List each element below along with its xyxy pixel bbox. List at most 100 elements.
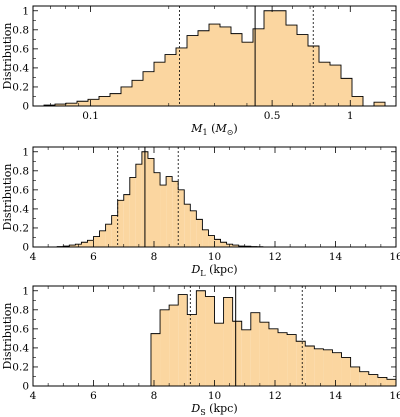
histogram-bars bbox=[57, 151, 263, 247]
x-tick-label: 12 bbox=[268, 390, 281, 402]
histogram-bar bbox=[330, 65, 341, 106]
axes-frame bbox=[32, 146, 397, 248]
y-tick-label: 0.6 bbox=[12, 43, 29, 55]
y-tick-label: 1 bbox=[22, 285, 29, 297]
histogram-bar bbox=[99, 230, 106, 247]
x-tick-label: 10 bbox=[208, 390, 221, 402]
histogram-bar bbox=[223, 297, 233, 386]
histogram-bar bbox=[55, 104, 66, 106]
histogram-bar bbox=[209, 24, 220, 106]
x-tick-label: 14 bbox=[329, 390, 343, 402]
histogram-bar bbox=[231, 33, 242, 106]
x-tick-label: 10 bbox=[208, 251, 221, 263]
histogram-bar bbox=[105, 224, 112, 247]
histogram-bar bbox=[81, 242, 88, 247]
histogram-bars bbox=[150, 290, 396, 386]
x-tick-label: 1 bbox=[347, 110, 354, 122]
histogram-bar bbox=[214, 323, 224, 386]
histogram-bar bbox=[88, 99, 99, 106]
histogram-bar bbox=[150, 333, 161, 386]
y-axis-label: Distribution bbox=[1, 23, 14, 90]
histogram-outline bbox=[150, 290, 397, 386]
histogram-bar bbox=[359, 371, 369, 386]
y-tick-label: 0 bbox=[22, 381, 29, 393]
histogram-bar bbox=[117, 200, 124, 247]
x-tick-label: 0.5 bbox=[264, 110, 281, 122]
histogram-bar bbox=[341, 357, 351, 386]
histogram-bar bbox=[93, 236, 100, 247]
x-tick-label: 8 bbox=[151, 251, 158, 263]
histogram-bar bbox=[214, 239, 221, 247]
histogram-bar bbox=[232, 321, 242, 386]
histogram-bar bbox=[129, 177, 136, 247]
histogram-bar bbox=[187, 314, 197, 386]
x-tick-label: 16 bbox=[389, 390, 400, 402]
x-tick-label: 6 bbox=[90, 251, 97, 263]
y-tick-label: 1 bbox=[22, 146, 29, 158]
histogram-bar bbox=[208, 235, 215, 247]
histogram-bar bbox=[143, 71, 154, 106]
y-tick-label: 0 bbox=[22, 101, 29, 113]
histogram-bar bbox=[132, 80, 143, 106]
histogram-bar bbox=[178, 294, 188, 386]
x-tick-label: 4 bbox=[30, 390, 37, 402]
y-axis-label: Distribution bbox=[1, 164, 14, 231]
x-axis-label: M1 (M⊙) bbox=[190, 122, 237, 137]
x-tick-label: 6 bbox=[90, 390, 97, 402]
histogram-bar bbox=[187, 35, 198, 106]
histogram-bar bbox=[66, 103, 77, 106]
histogram-bar bbox=[196, 290, 206, 386]
y-tick-label: 0.8 bbox=[12, 24, 29, 36]
histogram-bar bbox=[110, 93, 121, 106]
histogram-bar bbox=[165, 54, 176, 106]
y-tick-label: 0.4 bbox=[12, 62, 29, 74]
histogram-bar bbox=[268, 328, 279, 386]
histogram-bar bbox=[374, 102, 385, 106]
histogram-bar bbox=[332, 352, 342, 386]
y-tick-label: 0.2 bbox=[12, 81, 29, 93]
histogram-bar bbox=[264, 10, 275, 107]
histogram-bar bbox=[323, 349, 333, 386]
histogram-outline bbox=[33, 10, 396, 107]
y-tick-label: 0.8 bbox=[12, 165, 29, 177]
histogram-bar bbox=[386, 379, 396, 386]
y-tick-label: 1 bbox=[22, 5, 29, 17]
histogram-bar bbox=[121, 86, 132, 106]
histogram-bar bbox=[99, 96, 110, 106]
histogram-bar bbox=[232, 245, 239, 247]
x-axis-label: DL (kpc) bbox=[190, 263, 237, 278]
histogram-bar bbox=[123, 194, 130, 247]
histogram-bar bbox=[77, 101, 88, 106]
histogram-bar bbox=[154, 172, 161, 247]
x-tick-label: 12 bbox=[268, 251, 281, 263]
y-axis-label: Distribution bbox=[1, 303, 14, 370]
histogram-bar bbox=[297, 34, 308, 107]
panel-1: 0 0.2 0.4 0.6 0.8 1 0.1 0.5 1 Distribution M1 (M⊙) bbox=[1, 5, 397, 137]
histogram-bar bbox=[111, 215, 118, 247]
histogram-bar bbox=[166, 176, 173, 247]
histogram-bar bbox=[259, 322, 269, 386]
y-tick-label: 0 bbox=[22, 242, 29, 254]
x-tick-label: 8 bbox=[151, 390, 158, 402]
histogram-bar bbox=[350, 366, 360, 386]
histogram-bar bbox=[69, 245, 76, 247]
histogram-bar bbox=[198, 30, 209, 107]
histogram-bar bbox=[287, 334, 297, 386]
histogram-bar bbox=[319, 62, 330, 106]
y-tick-label: 0.6 bbox=[12, 184, 29, 196]
histogram-bar bbox=[220, 26, 231, 107]
x-axis-label: DS (kpc) bbox=[190, 402, 237, 417]
x-tick-label: 4 bbox=[30, 251, 37, 263]
histogram-bar bbox=[178, 189, 185, 247]
histogram-bar bbox=[286, 25, 297, 106]
histogram-bar bbox=[169, 305, 179, 386]
histogram-bar bbox=[135, 164, 142, 247]
y-tick-label: 0.4 bbox=[12, 342, 29, 354]
histogram-bar bbox=[220, 242, 227, 247]
histogram-bar bbox=[147, 158, 154, 247]
histogram-bar bbox=[190, 210, 197, 247]
histogram-bar bbox=[278, 332, 288, 386]
histogram-bar bbox=[184, 204, 191, 247]
histogram-bar bbox=[352, 96, 363, 106]
panel-3: 00.20.40.60.814 6 8 10 12 14 16DistributionDS … bbox=[1, 285, 400, 417]
